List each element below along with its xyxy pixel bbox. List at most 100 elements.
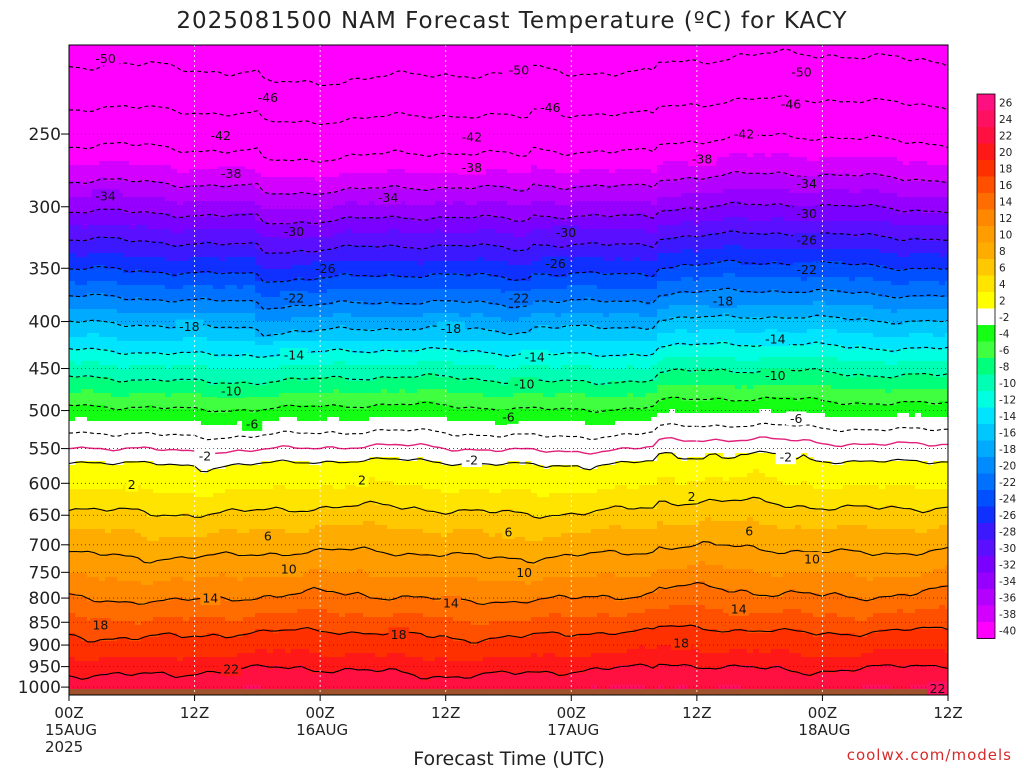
temperature-cell: [237, 225, 244, 230]
temperature-cell: [237, 293, 244, 298]
temperature-cell: [177, 341, 184, 346]
temperature-cell: [99, 581, 106, 586]
temperature-cell: [231, 329, 238, 334]
temperature-cell: [159, 69, 166, 74]
temperature-cell: [129, 493, 136, 498]
temperature-cell: [159, 545, 166, 550]
temperature-cell: [225, 569, 232, 574]
temperature-cell: [195, 649, 202, 654]
temperature-cell: [225, 581, 232, 586]
temperature-cell: [195, 129, 202, 134]
temperature-cell: [135, 73, 142, 78]
temperature-cell: [165, 265, 172, 270]
temperature-cell: [207, 581, 214, 586]
temperature-cell: [69, 613, 76, 618]
temperature-cell: [111, 333, 118, 338]
temperature-cell: [93, 261, 100, 266]
temperature-cell: [165, 477, 172, 482]
temperature-cell: [201, 533, 208, 538]
temperature-cell: [81, 497, 88, 502]
temperature-cell: [147, 65, 154, 70]
temperature-cell: [213, 81, 220, 86]
temperature-cell: [69, 385, 76, 390]
temperature-cell: [171, 69, 178, 74]
temperature-cell: [213, 605, 220, 610]
temperature-cell: [129, 49, 136, 54]
temperature-cell: [171, 101, 178, 106]
temperature-cell: [69, 137, 76, 142]
temperature-cell: [165, 121, 172, 126]
temperature-cell: [111, 593, 118, 598]
temperature-cell: [243, 105, 250, 110]
temperature-cell: [99, 149, 106, 154]
temperature-cell: [183, 617, 190, 622]
temperature-cell: [159, 329, 166, 334]
temperature-cell: [81, 413, 88, 418]
temperature-cell: [75, 225, 82, 230]
temperature-cell: [141, 649, 148, 654]
temperature-cell: [171, 605, 178, 610]
temperature-cell: [213, 281, 220, 286]
temperature-cell: [111, 153, 118, 158]
temperature-cell: [201, 477, 208, 482]
temperature-cell: [243, 285, 250, 290]
temperature-cell: [99, 485, 106, 490]
temperature-cell: [159, 561, 166, 566]
temperature-cell: [195, 345, 202, 350]
temperature-cell: [171, 357, 178, 362]
temperature-cell: [81, 121, 88, 126]
temperature-cell: [183, 661, 190, 666]
temperature-cell: [141, 337, 148, 342]
temperature-cell: [87, 357, 94, 362]
temperature-cell: [183, 281, 190, 286]
temperature-cell: [165, 669, 172, 674]
temperature-cell: [117, 257, 124, 262]
temperature-cell: [195, 277, 202, 282]
temperature-cell: [237, 229, 244, 234]
temperature-cell: [147, 457, 154, 462]
temperature-cell: [93, 165, 100, 170]
temperature-cell: [69, 269, 76, 274]
temperature-cell: [219, 65, 226, 70]
temperature-cell: [105, 45, 112, 50]
temperature-cell: [105, 453, 112, 458]
temperature-cell: [177, 669, 184, 674]
temperature-cell: [111, 77, 118, 82]
temperature-cell: [237, 217, 244, 222]
temperature-cell: [165, 285, 172, 290]
temperature-cell: [147, 285, 154, 290]
temperature-cell: [249, 309, 256, 314]
temperature-cell: [81, 453, 88, 458]
temperature-cell: [105, 585, 112, 590]
temperature-cell: [93, 329, 100, 334]
temperature-cell: [243, 505, 250, 510]
temperature-cell: [165, 193, 172, 198]
temperature-cell: [135, 449, 142, 454]
temperature-cell: [249, 189, 256, 194]
temperature-cell: [123, 677, 130, 682]
temperature-cell: [207, 481, 214, 486]
temperature-cell: [207, 189, 214, 194]
temperature-cell: [147, 409, 154, 414]
temperature-cell: [141, 257, 148, 262]
temperature-cell: [153, 385, 160, 390]
temperature-cell: [207, 121, 214, 126]
temperature-cell: [201, 345, 208, 350]
temperature-cell: [87, 313, 94, 318]
temperature-cell: [141, 249, 148, 254]
temperature-cell: [147, 245, 154, 250]
temperature-cell: [243, 645, 250, 650]
temperature-cell: [219, 77, 226, 82]
temperature-cell: [183, 413, 190, 418]
temperature-cell: [207, 153, 214, 158]
temperature-cell: [231, 405, 238, 410]
temperature-cell: [69, 361, 76, 366]
temperature-cell: [153, 645, 160, 650]
temperature-cell: [93, 573, 100, 578]
temperature-cell: [129, 225, 136, 230]
temperature-cell: [87, 321, 94, 326]
temperature-cell: [207, 621, 214, 626]
temperature-cell: [177, 453, 184, 458]
temperature-cell: [69, 197, 76, 202]
temperature-cell: [87, 341, 94, 346]
